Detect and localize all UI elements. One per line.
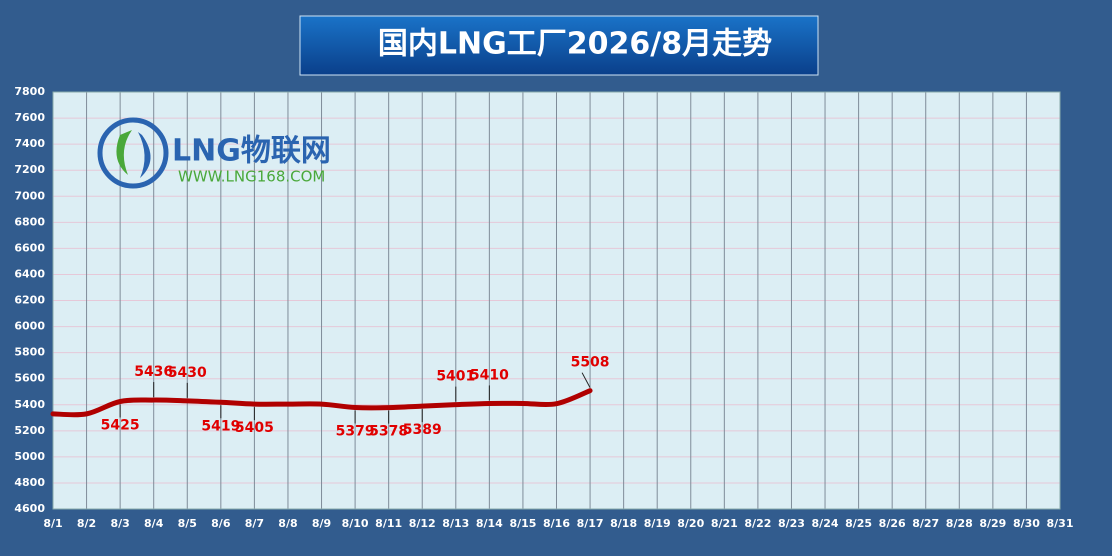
y-tick-label: 7200 [14, 163, 45, 176]
y-tick-label: 6800 [14, 215, 45, 228]
x-tick-label: 8/7 [245, 517, 264, 530]
watermark: LNG物联网 WWW.LNG168.COM [97, 117, 331, 189]
x-tick-label: 8/26 [879, 517, 906, 530]
x-tick-label: 8/23 [778, 517, 805, 530]
logo-leaf [116, 130, 132, 175]
x-tick-label: 8/3 [110, 517, 129, 530]
data-label: 5405 [235, 420, 274, 436]
data-label: 5419 [201, 418, 240, 434]
y-tick-label: 4800 [14, 476, 45, 489]
logo-leaf [138, 132, 151, 178]
x-tick-label: 8/17 [577, 517, 604, 530]
data-label: 5425 [101, 417, 140, 433]
x-tick-label: 8/2 [77, 517, 96, 530]
y-tick-label: 4600 [14, 502, 45, 515]
x-tick-label: 8/6 [211, 517, 231, 530]
data-label: 5389 [403, 422, 442, 438]
x-tick-label: 8/20 [677, 517, 704, 530]
x-tick-label: 8/11 [375, 517, 402, 530]
x-tick-label: 8/24 [812, 517, 839, 530]
y-tick-label: 5200 [14, 424, 45, 437]
data-label: 5508 [571, 355, 610, 371]
x-tick-label: 8/4 [144, 517, 164, 530]
y-tick-label: 5000 [14, 450, 45, 463]
y-tick-label: 7800 [14, 85, 45, 98]
x-tick-label: 8/15 [509, 517, 536, 530]
data-label: 5379 [336, 423, 375, 439]
logo-name: LNG物联网 [172, 134, 331, 169]
x-tick-label: 8/19 [644, 517, 671, 530]
x-tick-label: 8/25 [845, 517, 872, 530]
data-label: 5436 [134, 364, 173, 380]
y-tick-label: 6200 [14, 294, 45, 307]
x-tick-label: 8/22 [744, 517, 771, 530]
logo-ring [97, 117, 169, 189]
y-tick-label: 6000 [14, 320, 45, 333]
y-tick-label: 7600 [14, 111, 45, 124]
x-tick-label: 8/21 [711, 517, 738, 530]
label-leader [581, 372, 591, 388]
x-tick-label: 8/1 [43, 517, 62, 530]
y-tick-label: 6400 [14, 267, 45, 280]
y-tick-label: 6600 [14, 241, 45, 254]
x-tick-label: 8/27 [912, 517, 939, 530]
x-tick-label: 8/31 [1047, 517, 1074, 530]
data-label: 5401 [436, 369, 475, 385]
x-tick-label: 8/5 [178, 517, 197, 530]
y-tick-label: 7400 [14, 137, 45, 150]
data-label: 5410 [470, 367, 509, 383]
x-tick-label: 8/8 [278, 517, 297, 530]
line-series [50, 388, 593, 418]
y-tick-label: 5800 [14, 346, 45, 359]
x-tick-label: 8/9 [312, 517, 331, 530]
plot-border [52, 91, 1061, 510]
chart-title: 国内LNG工厂2026/8月走势 [378, 27, 772, 62]
x-tick-label: 8/18 [610, 517, 637, 530]
y-tick-label: 7000 [14, 189, 45, 202]
x-tick-label: 8/12 [409, 517, 436, 530]
data-label: 5430 [168, 365, 207, 381]
x-tick-label: 8/10 [342, 517, 369, 530]
x-tick-label: 8/28 [946, 517, 973, 530]
x-tick-label: 8/29 [979, 517, 1006, 530]
x-tick-label: 8/14 [476, 517, 503, 530]
y-tick-label: 5600 [14, 372, 45, 385]
x-tick-label: 8/16 [543, 517, 570, 530]
x-tick-label: 8/30 [1013, 517, 1040, 530]
y-tick-label: 5400 [14, 398, 45, 411]
data-label: 5378 [369, 424, 408, 440]
title-box [299, 15, 819, 76]
logo-url: WWW.LNG168.COM [178, 168, 325, 186]
x-tick-label: 8/13 [442, 517, 469, 530]
